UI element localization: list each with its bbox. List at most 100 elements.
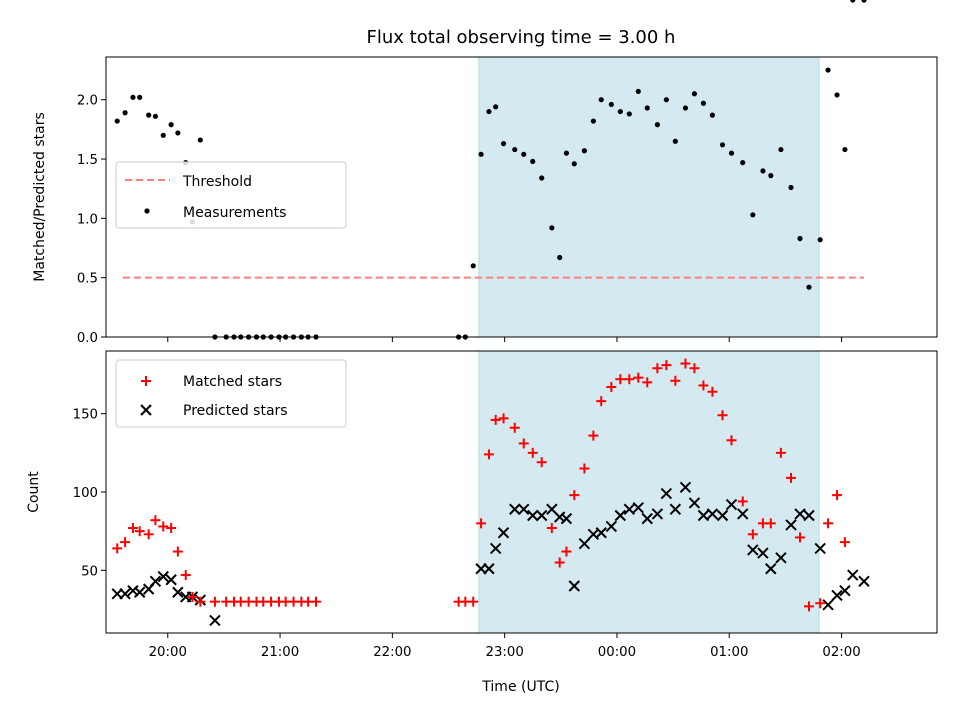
matched-point bbox=[554, 557, 565, 568]
predicted-point bbox=[518, 503, 530, 515]
predicted-point bbox=[489, 542, 502, 555]
marker-stroke bbox=[725, 498, 738, 511]
marker-stroke bbox=[669, 503, 682, 515]
matched-point bbox=[483, 449, 494, 460]
marker-stroke bbox=[127, 584, 139, 597]
measurement-point bbox=[539, 175, 545, 181]
legend: Threshold Measurements bbox=[115, 161, 347, 229]
measurement-point bbox=[160, 132, 166, 138]
matched-point bbox=[689, 363, 700, 374]
measurement-point bbox=[122, 110, 128, 116]
marker-stroke bbox=[785, 519, 797, 531]
measurement-point bbox=[635, 88, 641, 95]
predicted-point bbox=[119, 588, 131, 600]
predicted-point bbox=[497, 527, 510, 539]
y-axis-label: Count bbox=[26, 471, 42, 513]
matched-point bbox=[615, 374, 626, 385]
marker-stroke bbox=[614, 509, 627, 522]
predicted-point bbox=[560, 512, 573, 525]
measurement-point bbox=[709, 112, 716, 118]
marker-stroke bbox=[546, 503, 558, 515]
predicted-point bbox=[822, 599, 834, 611]
predicted-point bbox=[785, 519, 797, 531]
marker-stroke bbox=[165, 574, 177, 586]
matched-point bbox=[717, 410, 728, 421]
measurement-point bbox=[760, 168, 766, 174]
matched-point bbox=[527, 447, 538, 458]
marker-stroke bbox=[605, 520, 618, 533]
matched-point bbox=[209, 596, 220, 607]
predicted-point bbox=[747, 544, 759, 556]
measurement-point bbox=[797, 235, 803, 242]
matched-point bbox=[765, 518, 776, 529]
measurement-point bbox=[842, 146, 848, 153]
predicted-point bbox=[847, 569, 859, 581]
x-axis-label: Time (UTC) bbox=[481, 679, 559, 695]
predicted-point bbox=[651, 508, 664, 520]
measurement-point bbox=[719, 142, 726, 148]
marker-stroke bbox=[595, 527, 607, 539]
measurement-point bbox=[152, 113, 159, 119]
marker-stroke bbox=[632, 501, 644, 514]
measurement-point bbox=[175, 130, 181, 136]
matched-point bbox=[747, 529, 758, 540]
matched-point bbox=[670, 375, 681, 386]
predicted-point bbox=[831, 589, 843, 602]
predicted-point bbox=[133, 586, 146, 598]
matched-point bbox=[652, 363, 663, 374]
y-tick-label: 0.5 bbox=[77, 272, 98, 287]
measurement-point bbox=[778, 146, 784, 153]
matched-point bbox=[150, 515, 161, 526]
marker-stroke bbox=[679, 481, 692, 494]
matched-point bbox=[606, 382, 617, 393]
marker-stroke bbox=[483, 563, 495, 575]
measurement-point bbox=[834, 92, 840, 98]
legend-frame bbox=[115, 359, 347, 428]
predicted-point bbox=[536, 509, 548, 522]
measurement-point bbox=[137, 94, 143, 100]
marker-stroke bbox=[568, 580, 580, 592]
marker-stroke bbox=[706, 508, 719, 520]
measurement-point bbox=[521, 151, 527, 157]
measurement-point bbox=[581, 148, 587, 154]
matched-point bbox=[127, 523, 138, 534]
marker-stroke bbox=[578, 537, 591, 550]
measurement-point bbox=[470, 263, 476, 269]
marker-stroke bbox=[149, 575, 162, 588]
predicted-point bbox=[669, 503, 682, 515]
predicted-point bbox=[737, 508, 749, 520]
matched-point bbox=[737, 496, 748, 507]
matched-point bbox=[707, 386, 718, 397]
matched-point bbox=[112, 543, 123, 554]
measurement-point bbox=[571, 161, 577, 167]
predicted-point bbox=[172, 586, 184, 598]
legend: Matched stars Predicted stars bbox=[115, 359, 347, 428]
predicted-point bbox=[527, 509, 539, 522]
measurement-point bbox=[672, 138, 678, 144]
measurement-point bbox=[608, 101, 614, 108]
measurement-point bbox=[740, 159, 746, 166]
y-tick-label: 100 bbox=[73, 486, 98, 501]
marker-stroke bbox=[209, 614, 221, 627]
predicted-point bbox=[553, 511, 566, 523]
predicted-point bbox=[623, 503, 636, 515]
marker-stroke bbox=[794, 508, 806, 520]
y-tick-label: 1.5 bbox=[77, 153, 98, 168]
legend-frame bbox=[115, 161, 347, 229]
matched-point bbox=[596, 396, 607, 407]
predicted-point bbox=[568, 580, 580, 592]
predicted-point bbox=[794, 508, 806, 520]
matched-point bbox=[120, 537, 131, 548]
measurement-point bbox=[850, 0, 856, 3]
matched-point bbox=[832, 490, 843, 501]
marker-stroke bbox=[119, 588, 131, 600]
measurement-point bbox=[168, 122, 174, 128]
x-tick-label: 22:00 bbox=[373, 645, 411, 660]
legend-predicted-swatch bbox=[140, 404, 152, 416]
matched-point bbox=[498, 413, 509, 424]
predicted-point bbox=[595, 527, 607, 539]
predicted-point bbox=[149, 575, 162, 588]
matched-point bbox=[518, 438, 529, 449]
matched-point bbox=[310, 596, 321, 607]
x-tick-label: 01:00 bbox=[710, 645, 748, 660]
